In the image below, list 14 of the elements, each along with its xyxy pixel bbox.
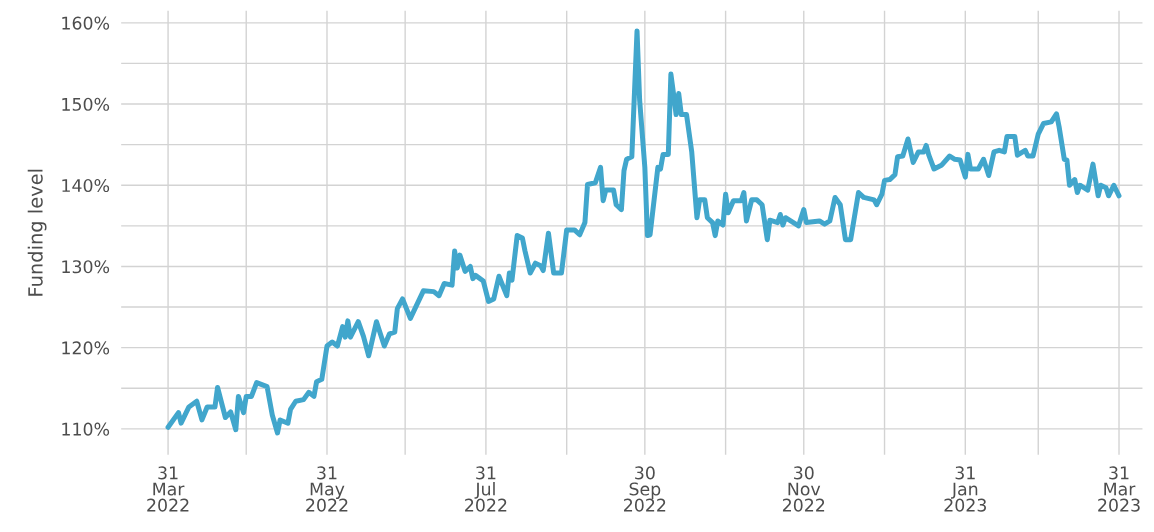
y-tick-label: 130% — [62, 260, 110, 274]
x-tick-label: 31 May 2022 — [306, 466, 348, 512]
x-tick-label: 31 Mar 2023 — [1098, 466, 1140, 512]
x-tick-label: 31 Jan 2023 — [944, 466, 986, 512]
y-tick-label: 110% — [62, 422, 110, 436]
x-tick-label: 31 Jul 2022 — [465, 466, 507, 512]
y-tick-label: 150% — [62, 97, 110, 111]
y-tick-label: 140% — [62, 178, 110, 193]
x-tick-label: 30 Sep 2022 — [624, 466, 666, 512]
y-axis-title: Funding level — [27, 169, 47, 296]
x-tick-label: 31 Mar 2022 — [147, 466, 189, 512]
y-tick-label: 120% — [62, 341, 110, 355]
x-tick-label: 30 Nov 2022 — [782, 466, 825, 512]
y-tick-label: 160% — [62, 16, 110, 30]
